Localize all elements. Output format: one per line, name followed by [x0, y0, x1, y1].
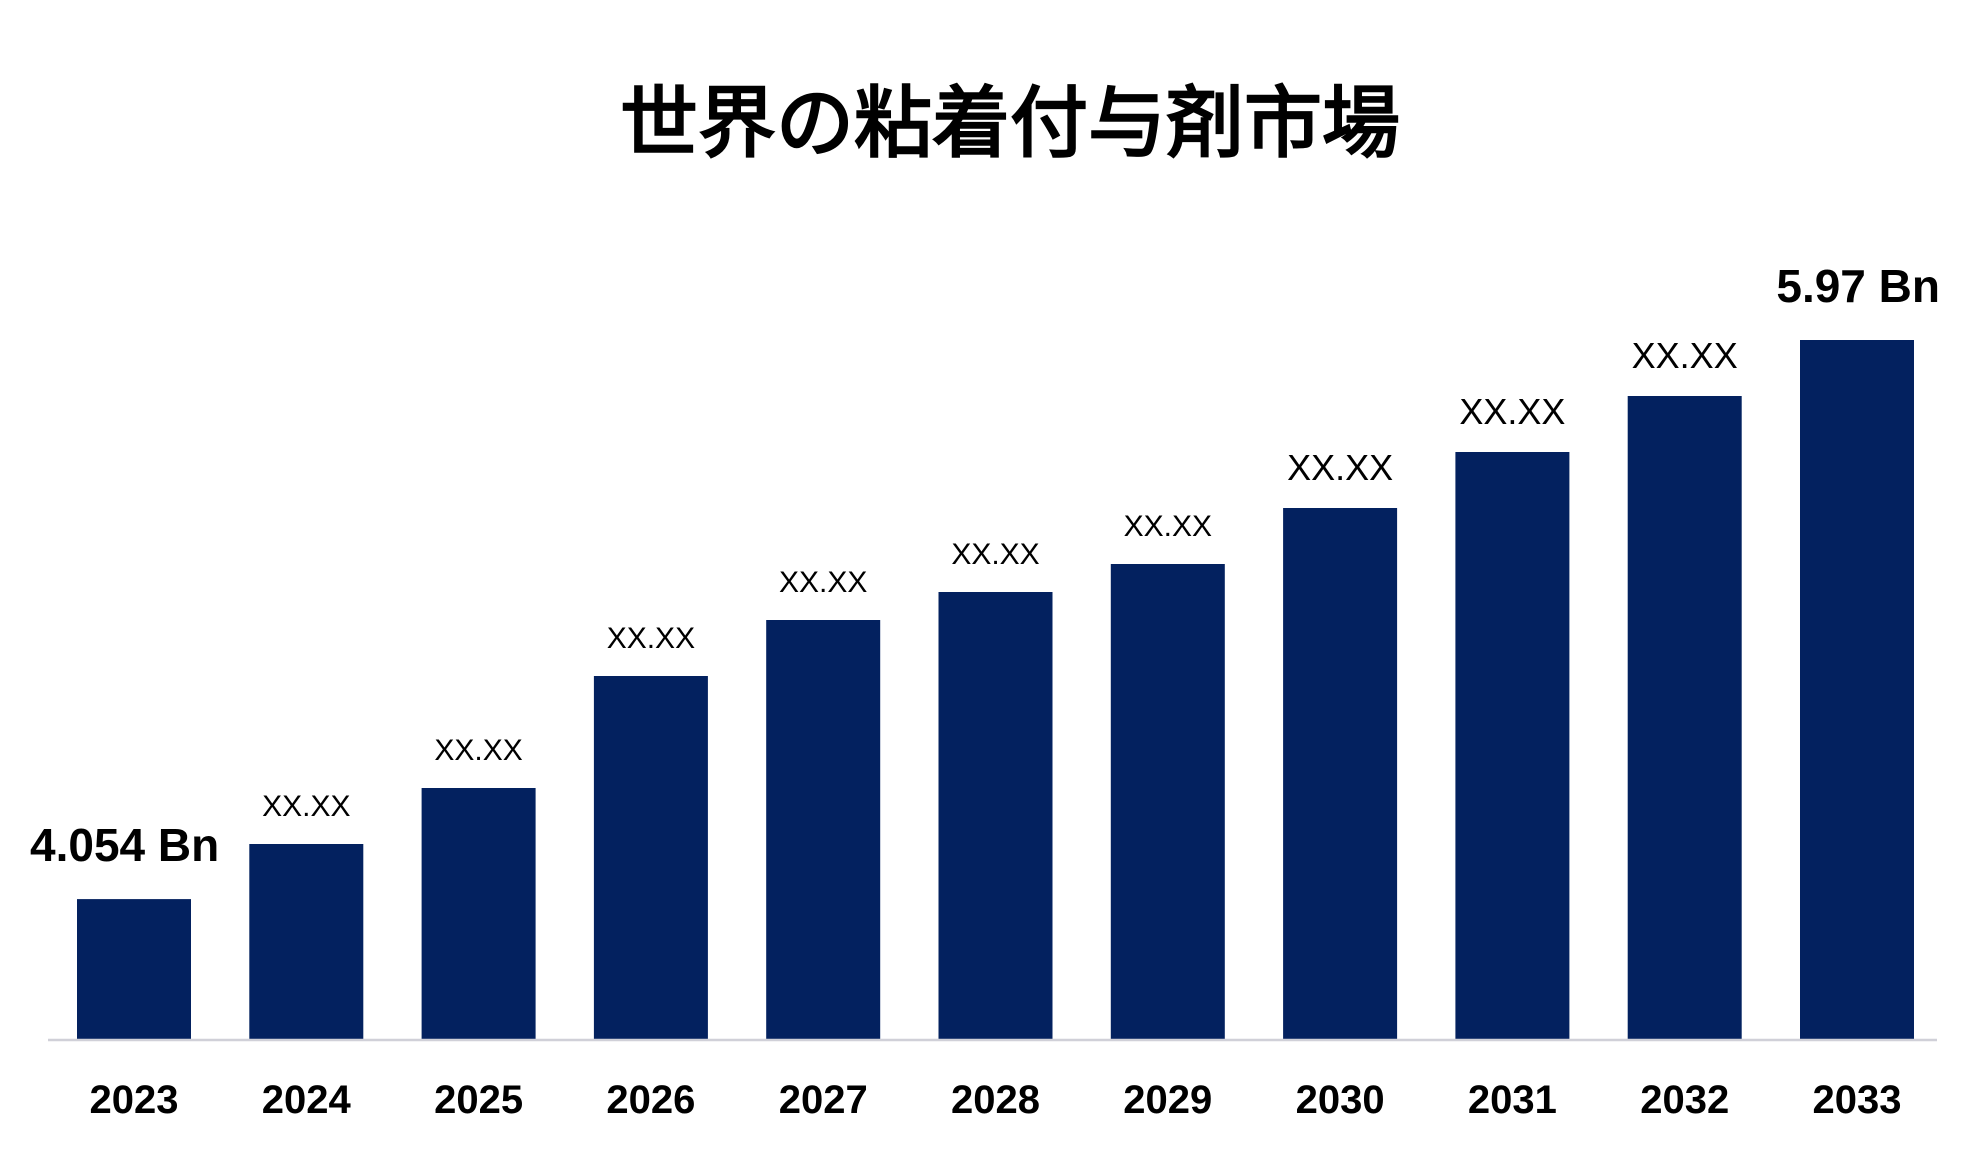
- bar-2033: [1800, 340, 1914, 1040]
- bar-2029: [1110, 564, 1225, 1040]
- data-label-2031: XX.XX: [1459, 391, 1565, 432]
- data-label-2029: XX.XX: [1124, 510, 1212, 543]
- data-label-2028: XX.XX: [951, 538, 1039, 571]
- x-tick-label-2027: 2027: [779, 1078, 868, 1122]
- data-label-2023: 4.054 Bn: [30, 819, 219, 871]
- x-tick-label-2026: 2026: [606, 1078, 695, 1122]
- x-tick-label-2030: 2030: [1296, 1078, 1385, 1122]
- bar-2032: [1627, 396, 1742, 1040]
- x-tick-label-2029: 2029: [1123, 1078, 1212, 1122]
- data-label-2033: 5.97 Bn: [1776, 260, 1940, 312]
- x-tick-label-2033: 2033: [1813, 1078, 1902, 1122]
- bar-2027: [766, 620, 881, 1040]
- data-labels-group: 4.054 Bn XX.XX XX.XX XX.XX XX.XX XX.XX XX.XX XX…: [30, 260, 1940, 871]
- bar-2028: [938, 592, 1053, 1040]
- x-axis-ticks: 2023 2024 2025 2026 2027 2028 2029 2030 2031 2032…: [90, 1078, 1902, 1122]
- bar-2023: [77, 899, 191, 1040]
- x-tick-label-2031: 2031: [1468, 1078, 1557, 1122]
- x-tick-label-2032: 2032: [1640, 1078, 1729, 1122]
- bar-2026: [593, 676, 708, 1040]
- data-label-2024: XX.XX: [262, 790, 350, 823]
- bar-2030: [1283, 508, 1398, 1040]
- bars-group: [77, 340, 1914, 1040]
- chart-title: 世界の粘着付与剤市場: [620, 79, 1400, 169]
- data-label-2032: XX.XX: [1632, 335, 1738, 376]
- data-label-2027: XX.XX: [779, 566, 867, 599]
- x-tick-label-2028: 2028: [951, 1078, 1040, 1122]
- bar-2031: [1455, 452, 1570, 1040]
- data-label-2026: XX.XX: [607, 622, 695, 655]
- bar-2024: [249, 844, 364, 1040]
- data-label-2025: XX.XX: [434, 734, 522, 767]
- x-tick-label-2025: 2025: [434, 1078, 523, 1122]
- x-tick-label-2023: 2023: [90, 1078, 179, 1122]
- data-label-2030: XX.XX: [1287, 447, 1393, 488]
- x-tick-label-2024: 2024: [262, 1078, 352, 1122]
- bar-2025: [421, 788, 536, 1040]
